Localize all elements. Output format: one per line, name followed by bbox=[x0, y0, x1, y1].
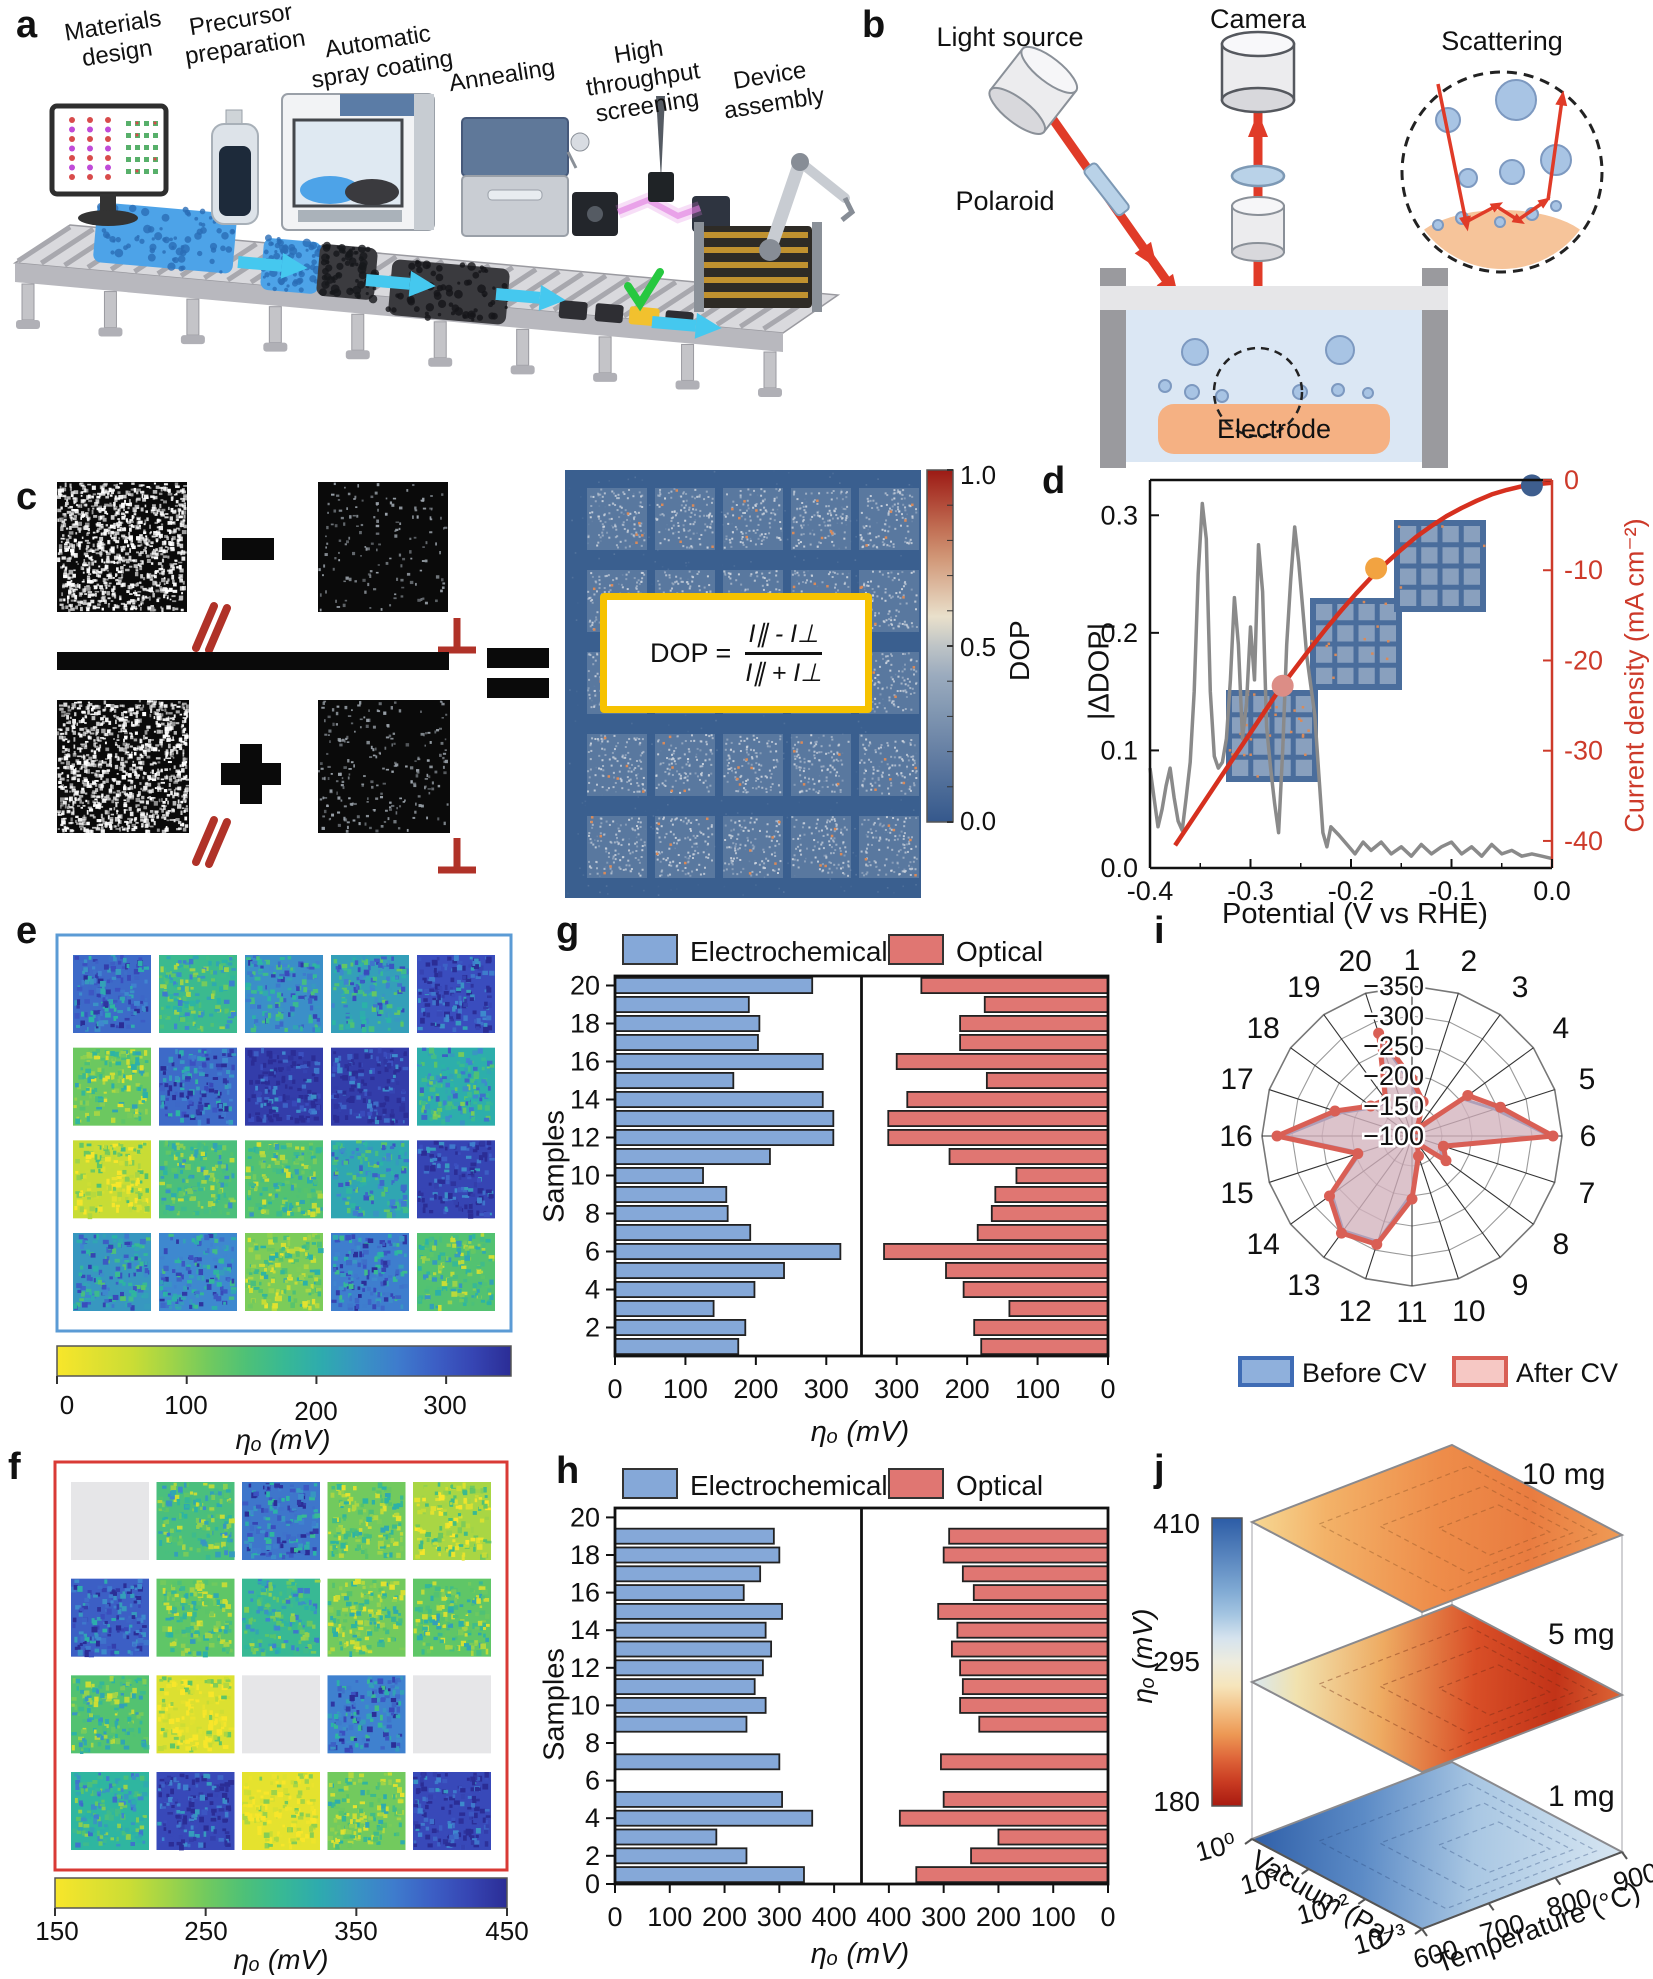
f-cb-tick-450: 450 bbox=[485, 1916, 529, 1946]
d-xlabel: Potential (V vs RHE) bbox=[1222, 898, 1488, 930]
h-ylabel-samples: Samples bbox=[538, 1648, 571, 1761]
f-cb-title: ηₒ (mV) bbox=[233, 1944, 329, 1975]
f-cb-tick-150: 150 bbox=[35, 1916, 79, 1946]
panel-c-dop-images bbox=[57, 469, 954, 898]
g-ylabel-samples: Samples bbox=[538, 1110, 571, 1223]
panel-j-label: j bbox=[1154, 1448, 1165, 1490]
e-cb-tick-300: 300 bbox=[423, 1390, 467, 1420]
g-xlabel: ηₒ (mV) bbox=[810, 1416, 910, 1448]
e-cb-title: ηₒ (mV) bbox=[235, 1424, 331, 1455]
g-legend-swatch-optical bbox=[888, 934, 944, 965]
panel-b-label: b bbox=[862, 4, 886, 46]
d-ylabel-left: |ΔDOP| bbox=[1083, 622, 1116, 721]
panel-g-label: g bbox=[556, 910, 580, 952]
dop-formula-box: DOP = I∥ - I⊥ I∥ + I⊥ bbox=[600, 593, 872, 713]
h-legend-swatch-electrochemical bbox=[622, 1468, 678, 1499]
i-legend-after-cv: After CV bbox=[1516, 1358, 1619, 1388]
panel-e-sample-grid bbox=[55, 933, 513, 1384]
panel-f-label: f bbox=[8, 1446, 21, 1488]
camera-label: Camera bbox=[1209, 4, 1307, 34]
dop-formula-fraction: I∥ - I⊥ I∥ + I⊥ bbox=[745, 619, 822, 688]
j-cb-tick-180: 180 bbox=[1153, 1786, 1200, 1817]
e-cb-tick-0: 0 bbox=[59, 1390, 75, 1420]
f-cb-tick-250: 250 bbox=[184, 1916, 228, 1946]
fraction-bar bbox=[745, 651, 822, 655]
f-cb-tick-350: 350 bbox=[334, 1916, 378, 1946]
e-cb-tick-100: 100 bbox=[164, 1390, 208, 1420]
j-layer-10mg: 10 mg bbox=[1522, 1458, 1606, 1491]
panel-a-workflow-illustration bbox=[12, 93, 856, 397]
panel-c-label: c bbox=[16, 476, 38, 518]
g-legend-swatch-electrochemical bbox=[622, 934, 678, 965]
electrode-label: Electrode bbox=[1216, 414, 1332, 444]
g-legend-electrochemical: Electrochemical bbox=[690, 936, 888, 967]
j-cb-tick-410: 410 bbox=[1153, 1508, 1200, 1539]
i-legend-swatch-after-cv bbox=[1452, 1356, 1508, 1387]
h-legend-optical: Optical bbox=[956, 1470, 1044, 1501]
dop-formula-numerator: I∥ - I⊥ bbox=[748, 619, 819, 648]
panel-f-sample-grid bbox=[53, 1460, 509, 1916]
panel-a-label: a bbox=[16, 4, 38, 46]
g-legend-optical: Optical bbox=[956, 936, 1044, 967]
i-legend-swatch-before-cv bbox=[1238, 1356, 1294, 1387]
j-layer-5mg: 5 mg bbox=[1548, 1618, 1615, 1651]
panel-i-label: i bbox=[1154, 910, 1165, 952]
dop-formula-denominator: I∥ + I⊥ bbox=[745, 658, 822, 687]
c-colorbar-title: DOP bbox=[1004, 620, 1035, 681]
dop-formula-lhs: DOP = bbox=[650, 637, 732, 668]
i-legend-before-cv: Before CV bbox=[1302, 1358, 1427, 1388]
c-colorbar-tick-1: 1.0 bbox=[960, 460, 997, 490]
h-legend-swatch-optical bbox=[888, 1468, 944, 1499]
c-colorbar-tick-05: 0.5 bbox=[960, 632, 997, 662]
panel-i-radar-chart: 1 234567891011121314151617181920−350−300−… bbox=[1219, 944, 1596, 1329]
j-layer-1mg: 1 mg bbox=[1548, 1780, 1615, 1813]
panel-b-optical-setup-illustration bbox=[988, 30, 1604, 468]
light-source-label: Light source bbox=[936, 22, 1084, 52]
h-legend-electrochemical: Electrochemical bbox=[690, 1470, 888, 1501]
panel-e-label: e bbox=[16, 910, 38, 952]
panel-d-dop-current-chart: -0.4 -0.3 -0.2 -0.1 0.00.00.10.20.30-10-20-3… bbox=[1100, 465, 1603, 906]
h-xlabel: ηₒ (mV) bbox=[810, 1938, 910, 1970]
panel-h-label: h bbox=[556, 1450, 580, 1492]
e-cb-tick-200: 200 bbox=[294, 1396, 338, 1426]
polaroid-label: Polaroid bbox=[955, 186, 1055, 216]
scattering-label: Scattering bbox=[1441, 26, 1563, 56]
panel-d-label: d bbox=[1042, 460, 1066, 502]
j-cb-title: ηₒ (mV) bbox=[1127, 1608, 1158, 1704]
d-ylabel-right: Current density (mA cm⁻²) bbox=[1619, 518, 1650, 833]
c-colorbar-tick-0: 0.0 bbox=[960, 806, 997, 836]
j-cb-tick-295: 295 bbox=[1153, 1646, 1200, 1677]
